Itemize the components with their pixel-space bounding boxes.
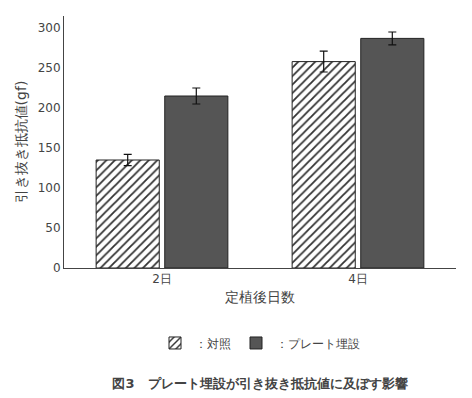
svg-text:150: 150 <box>38 141 61 155</box>
svg-text:100: 100 <box>38 181 61 195</box>
svg-text:：対照: ：対照 <box>195 337 231 351</box>
svg-text:4日: 4日 <box>348 272 368 286</box>
svg-text:300: 300 <box>38 21 61 35</box>
svg-text:定植後日数: 定植後日数 <box>225 289 295 305</box>
svg-text:250: 250 <box>38 61 61 75</box>
svg-text:引き抜き抵抗値(gf): 引き抜き抵抗値(gf) <box>13 81 29 204</box>
svg-text:0: 0 <box>53 261 61 275</box>
svg-text:50: 50 <box>45 221 60 235</box>
svg-text:2日: 2日 <box>152 272 172 286</box>
svg-text:図3 プレート埋設が引き抜き抵抗値に及ぼす影響: 図3 プレート埋設が引き抜き抵抗値に及ぼす影響 <box>112 376 407 391</box>
svg-text:200: 200 <box>38 101 61 115</box>
svg-text:：プレート埋設: ：プレート埋設 <box>276 337 360 351</box>
